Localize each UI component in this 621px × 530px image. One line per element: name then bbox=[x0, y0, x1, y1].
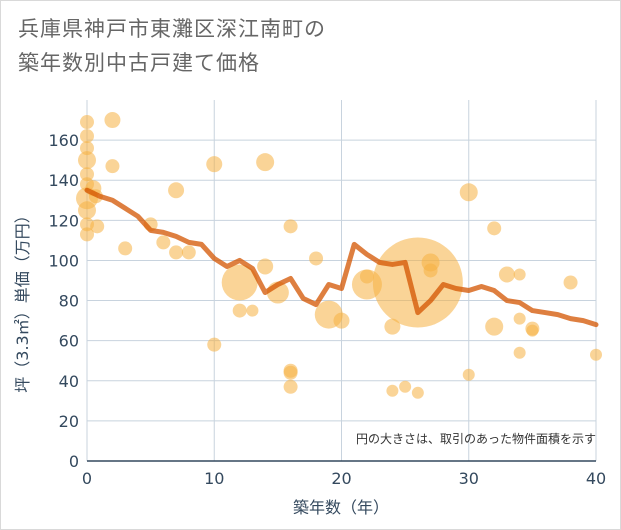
y-tick-label: 20 bbox=[59, 412, 79, 431]
data-bubble bbox=[80, 141, 94, 156]
data-bubble bbox=[423, 263, 438, 278]
y-tick-label: 60 bbox=[59, 332, 79, 351]
data-bubble bbox=[462, 368, 475, 381]
grid-lines bbox=[86, 100, 597, 461]
chart-title-line-2: 築年数別中古戸建て価格 bbox=[18, 51, 260, 75]
data-bubble bbox=[513, 346, 526, 359]
data-bubble bbox=[459, 183, 478, 202]
data-bubble bbox=[309, 251, 324, 266]
data-bubble bbox=[181, 245, 196, 260]
x-tick-label: 10 bbox=[204, 469, 224, 488]
data-bubble bbox=[78, 201, 96, 220]
data-bubble bbox=[168, 182, 185, 199]
y-tick-label: 160 bbox=[48, 131, 79, 150]
data-bubble bbox=[232, 303, 247, 318]
data-bubble bbox=[90, 219, 105, 234]
data-bubble bbox=[485, 317, 504, 336]
data-bubble bbox=[590, 348, 602, 361]
data-bubble bbox=[80, 227, 94, 242]
data-bubble bbox=[283, 365, 298, 380]
data-bubble bbox=[411, 386, 424, 399]
data-bubble bbox=[359, 269, 374, 284]
data-bubble bbox=[487, 221, 502, 236]
x-tick-label: 40 bbox=[586, 469, 606, 488]
x-tick-labels: 0 10 20 30 40 bbox=[82, 469, 606, 488]
data-bubble bbox=[246, 304, 259, 317]
data-bubble bbox=[498, 266, 515, 283]
data-bubble bbox=[104, 112, 121, 129]
data-bubble bbox=[78, 151, 96, 170]
y-tick-label: 40 bbox=[59, 372, 79, 391]
data-bubble bbox=[563, 275, 578, 290]
chart-title-line-1: 兵庫県神戸市東灘区深江南町の bbox=[18, 17, 326, 41]
data-bubble bbox=[80, 167, 94, 182]
x-axis-title: 築年数（年） bbox=[293, 498, 389, 517]
bubble-series bbox=[76, 112, 602, 399]
data-bubble bbox=[283, 379, 298, 394]
y-tick-labels: 0 20 40 60 80 100 120 140 160 bbox=[48, 131, 79, 471]
data-bubble bbox=[169, 245, 184, 260]
data-bubble bbox=[221, 264, 258, 301]
data-bubble bbox=[384, 318, 401, 335]
data-bubble bbox=[513, 312, 526, 325]
data-bubble bbox=[526, 324, 539, 337]
data-bubble bbox=[156, 235, 171, 250]
y-tick-label: 140 bbox=[48, 171, 79, 190]
data-bubble bbox=[207, 337, 222, 352]
data-bubble bbox=[399, 380, 412, 393]
x-tick-label: 20 bbox=[331, 469, 351, 488]
data-bubble bbox=[372, 237, 463, 328]
data-bubble bbox=[118, 241, 133, 256]
data-bubble bbox=[105, 159, 120, 174]
x-tick-label: 30 bbox=[459, 469, 479, 488]
size-legend-note: 円の大きさは、取引のあった物件面積を示す bbox=[356, 431, 596, 446]
y-tick-label: 0 bbox=[69, 452, 79, 471]
y-tick-label: 100 bbox=[48, 251, 79, 270]
x-tick-label: 0 bbox=[82, 469, 92, 488]
data-bubble bbox=[333, 312, 350, 329]
data-bubble bbox=[283, 219, 298, 234]
data-bubble bbox=[513, 268, 526, 281]
y-tick-label: 120 bbox=[48, 211, 79, 230]
average-line bbox=[84, 187, 599, 328]
data-bubble bbox=[80, 115, 94, 130]
y-axis-title: 坪（3.3㎡）単価（万円） bbox=[13, 207, 32, 392]
chart-title: 兵庫県神戸市東灘区深江南町の 築年数別中古戸建て価格 bbox=[18, 12, 326, 80]
data-bubble bbox=[206, 156, 223, 173]
data-bubble bbox=[386, 384, 399, 397]
data-bubble bbox=[257, 258, 274, 275]
data-bubble bbox=[80, 129, 94, 144]
y-tick-label: 80 bbox=[59, 292, 79, 311]
data-bubble bbox=[256, 153, 275, 172]
